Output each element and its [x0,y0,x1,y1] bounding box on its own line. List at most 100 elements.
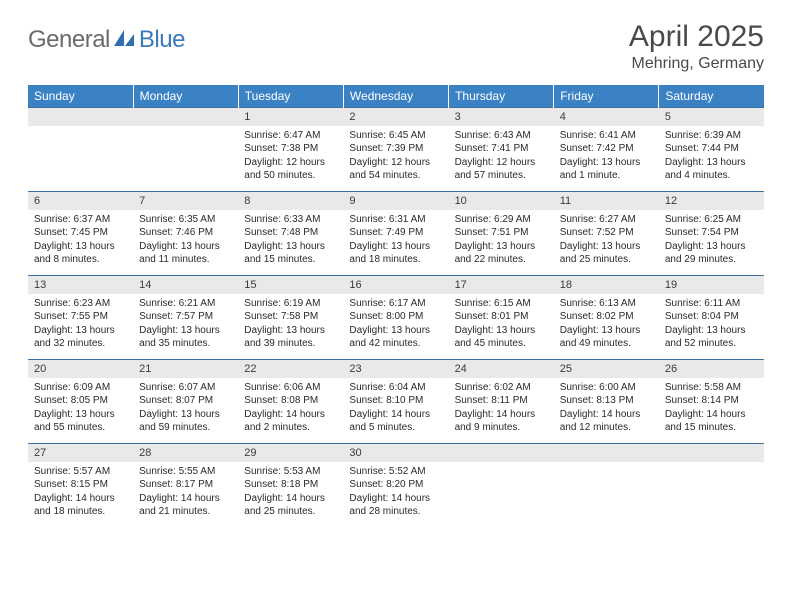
sunrise-text: Sunrise: 6:04 AM [349,381,442,395]
sunset-text: Sunset: 7:39 PM [349,142,442,156]
weekday-header: Saturday [659,85,764,108]
daylight-text: Daylight: 14 hours and 15 minutes. [665,408,758,435]
day-content-cell: Sunrise: 6:41 AMSunset: 7:42 PMDaylight:… [554,126,659,192]
sunrise-text: Sunrise: 6:19 AM [244,297,337,311]
day-number-cell: 15 [238,276,343,294]
weekday-header: Friday [554,85,659,108]
day-number-row: 6789101112 [28,192,764,210]
day-number-cell: 20 [28,360,133,378]
day-content-cell: Sunrise: 6:19 AMSunset: 7:58 PMDaylight:… [238,294,343,360]
sunrise-text: Sunrise: 6:07 AM [139,381,232,395]
daylight-text: Daylight: 13 hours and 25 minutes. [560,240,653,267]
sunrise-text: Sunrise: 6:17 AM [349,297,442,311]
day-content-cell [449,462,554,528]
sunrise-text: Sunrise: 6:47 AM [244,129,337,143]
sunset-text: Sunset: 7:45 PM [34,226,127,240]
sunset-text: Sunset: 8:01 PM [455,310,548,324]
day-content-cell: Sunrise: 5:53 AMSunset: 8:18 PMDaylight:… [238,462,343,528]
day-content-cell: Sunrise: 5:57 AMSunset: 8:15 PMDaylight:… [28,462,133,528]
sunrise-text: Sunrise: 5:55 AM [139,465,232,479]
sunset-text: Sunset: 8:02 PM [560,310,653,324]
day-content-cell: Sunrise: 6:06 AMSunset: 8:08 PMDaylight:… [238,378,343,444]
sunrise-text: Sunrise: 6:37 AM [34,213,127,227]
day-number-cell: 14 [133,276,238,294]
sunset-text: Sunset: 7:58 PM [244,310,337,324]
page: General Blue April 2025 Mehring, Germany… [0,0,792,612]
sunrise-text: Sunrise: 6:29 AM [455,213,548,227]
sunrise-text: Sunrise: 6:23 AM [34,297,127,311]
day-number-cell [554,444,659,462]
sunset-text: Sunset: 8:10 PM [349,394,442,408]
sunset-text: Sunset: 7:38 PM [244,142,337,156]
sunset-text: Sunset: 8:07 PM [139,394,232,408]
daylight-text: Daylight: 14 hours and 2 minutes. [244,408,337,435]
sunset-text: Sunset: 8:14 PM [665,394,758,408]
day-number-cell: 26 [659,360,764,378]
location-label: Mehring, Germany [629,55,764,73]
day-content-cell: Sunrise: 5:55 AMSunset: 8:17 PMDaylight:… [133,462,238,528]
sunrise-text: Sunrise: 6:02 AM [455,381,548,395]
day-number-cell: 1 [238,108,343,126]
day-number-cell: 17 [449,276,554,294]
sunset-text: Sunset: 8:08 PM [244,394,337,408]
day-number-cell: 24 [449,360,554,378]
logo: General Blue [28,26,185,54]
calendar-table: Sunday Monday Tuesday Wednesday Thursday… [28,85,764,528]
sunrise-text: Sunrise: 5:53 AM [244,465,337,479]
sunset-text: Sunset: 7:46 PM [139,226,232,240]
day-number-cell: 23 [343,360,448,378]
sunset-text: Sunset: 7:54 PM [665,226,758,240]
day-number-cell [133,108,238,126]
day-content-cell: Sunrise: 6:43 AMSunset: 7:41 PMDaylight:… [449,126,554,192]
title-block: April 2025 Mehring, Germany [629,20,764,73]
day-content-cell: Sunrise: 6:04 AMSunset: 8:10 PMDaylight:… [343,378,448,444]
sunrise-text: Sunrise: 6:21 AM [139,297,232,311]
sunrise-text: Sunrise: 6:39 AM [665,129,758,143]
sunset-text: Sunset: 7:41 PM [455,142,548,156]
calendar-body: 12345Sunrise: 6:47 AMSunset: 7:38 PMDayl… [28,108,764,528]
sunset-text: Sunset: 8:15 PM [34,478,127,492]
daylight-text: Daylight: 14 hours and 21 minutes. [139,492,232,519]
daylight-text: Daylight: 13 hours and 29 minutes. [665,240,758,267]
day-content-cell: Sunrise: 6:09 AMSunset: 8:05 PMDaylight:… [28,378,133,444]
day-number-cell: 27 [28,444,133,462]
day-number-cell: 11 [554,192,659,210]
sunrise-text: Sunrise: 6:06 AM [244,381,337,395]
sunrise-text: Sunrise: 6:27 AM [560,213,653,227]
daylight-text: Daylight: 14 hours and 9 minutes. [455,408,548,435]
day-content-cell [133,126,238,192]
day-number-row: 20212223242526 [28,360,764,378]
daylight-text: Daylight: 14 hours and 28 minutes. [349,492,442,519]
sunrise-text: Sunrise: 6:25 AM [665,213,758,227]
sunset-text: Sunset: 7:55 PM [34,310,127,324]
day-content-cell: Sunrise: 6:33 AMSunset: 7:48 PMDaylight:… [238,210,343,276]
day-content-row: Sunrise: 6:23 AMSunset: 7:55 PM Daylight:… [28,294,764,360]
day-number-cell: 5 [659,108,764,126]
logo-sail-icon [114,28,136,53]
sunrise-text: Sunrise: 5:58 AM [665,381,758,395]
sunset-text: Sunset: 8:05 PM [34,394,127,408]
sunset-text: Sunset: 8:13 PM [560,394,653,408]
sunrise-text: Sunrise: 6:00 AM [560,381,653,395]
logo-text-general: General [28,26,110,54]
sunset-text: Sunset: 7:57 PM [139,310,232,324]
daylight-text: Daylight: 13 hours and 59 minutes. [139,408,232,435]
day-content-cell [28,126,133,192]
day-number-cell: 29 [238,444,343,462]
daylight-text: Daylight: 13 hours and 8 minutes. [34,240,127,267]
sunrise-text: Sunrise: 6:33 AM [244,213,337,227]
day-number-cell: 21 [133,360,238,378]
daylight-text: Daylight: 13 hours and 22 minutes. [455,240,548,267]
daylight-text: Daylight: 13 hours and 42 minutes. [349,324,442,351]
day-content-cell: Sunrise: 6:35 AMSunset: 7:46 PMDaylight:… [133,210,238,276]
sunset-text: Sunset: 8:18 PM [244,478,337,492]
sunrise-text: Sunrise: 6:35 AM [139,213,232,227]
day-number-cell [659,444,764,462]
day-number-cell [449,444,554,462]
day-content-cell: Sunrise: 6:29 AMSunset: 7:51 PMDaylight:… [449,210,554,276]
day-content-cell: Sunrise: 6:27 AMSunset: 7:52 PMDaylight:… [554,210,659,276]
sunset-text: Sunset: 7:49 PM [349,226,442,240]
sunrise-text: Sunrise: 6:45 AM [349,129,442,143]
daylight-text: Daylight: 14 hours and 12 minutes. [560,408,653,435]
daylight-text: Daylight: 13 hours and 35 minutes. [139,324,232,351]
